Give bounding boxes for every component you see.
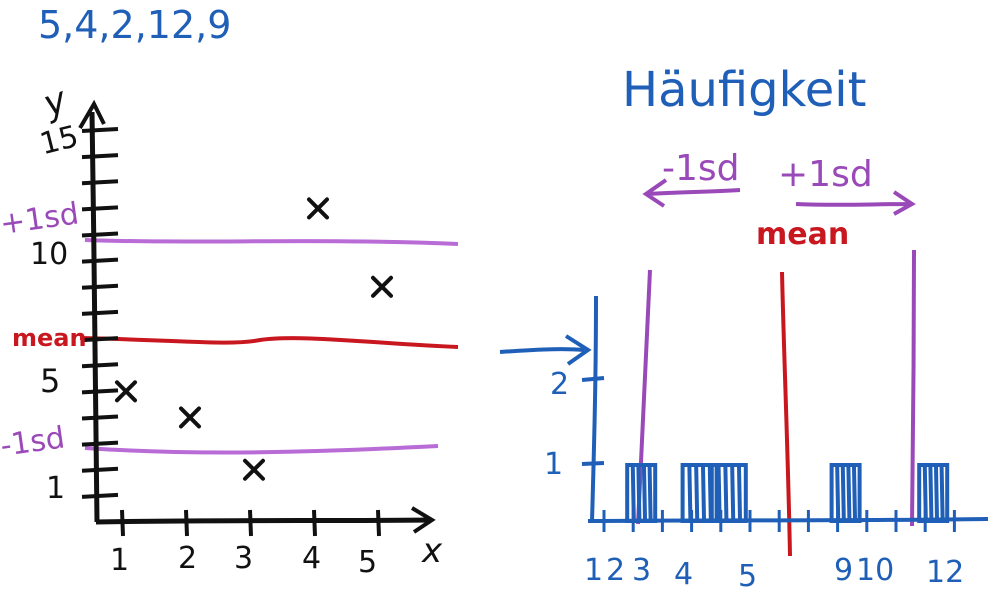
pointer-arrow [499, 334, 592, 366]
plus-sd-line [84, 238, 459, 246]
y-axis-arrow [78, 99, 106, 130]
histogram-title: Häufigkeit [622, 62, 866, 118]
histogram-bar [917, 463, 950, 523]
x-axis-arrow [410, 506, 436, 534]
hist-x-tick-label-1: 1 [584, 553, 603, 588]
y-tick-label-15: 15 [36, 119, 82, 162]
histogram-bars [625, 463, 950, 523]
histogram-bar [829, 463, 862, 523]
y-tick [81, 440, 119, 447]
x-tick-label-3: 3 [234, 541, 253, 576]
histogram-mean-label: mean [756, 217, 849, 252]
y-tick [81, 231, 119, 238]
hist-y-tick-label-1: 1 [544, 447, 563, 482]
plus-sd-arrow [795, 190, 916, 216]
scatter-point [243, 458, 265, 481]
y-tick [81, 309, 119, 316]
minus-sd-arrow [642, 178, 741, 208]
scatter-point [179, 406, 201, 429]
hist-x-tick-label-10: 10 [856, 553, 894, 588]
hist-mean-line [780, 271, 792, 557]
scatter-points [115, 197, 393, 481]
minus-sd-label: -1sd [0, 420, 67, 464]
y-tick [81, 127, 119, 133]
y-tick-label-5: 5 [40, 362, 60, 400]
y-tick-label-10: 10 [30, 237, 68, 272]
y-tick [81, 492, 119, 499]
hist-plus-sd-line [910, 249, 916, 527]
x-tick-label-1: 1 [110, 543, 129, 578]
plus-sd-arrow-label: +1sd [778, 154, 873, 195]
hist-x-tick-label-5: 5 [738, 559, 757, 594]
x-tick-label-4: 4 [302, 541, 321, 576]
y-tick [81, 257, 119, 264]
y-tick [81, 362, 119, 369]
minus-sd-line [84, 444, 439, 455]
hist-x-tick-label-9: 9 [834, 553, 853, 588]
scatter-point [115, 380, 137, 403]
y-tick [81, 388, 119, 395]
x-axis [95, 517, 431, 525]
hist-x-tick-label-12: 12 [926, 555, 964, 590]
y-tick [81, 466, 119, 473]
x-tick [312, 509, 317, 537]
hist-x-axis-ticks [602, 510, 956, 532]
plus-sd-label: +1sd [0, 196, 81, 242]
x-axis-label: x [421, 531, 443, 571]
minus-sd-arrow-label: -1sd [662, 148, 740, 189]
x-axis-ticks [120, 509, 381, 537]
mean-label: mean [12, 324, 87, 352]
y-tick [81, 336, 119, 343]
y-tick [81, 414, 119, 421]
y-tick [81, 179, 119, 186]
y-axis [89, 111, 100, 523]
x-tick [120, 509, 125, 537]
values-label: 5,4,2,12,9 [38, 3, 231, 47]
y-tick [81, 153, 119, 160]
hist-x-tick-label-2: 2 [606, 553, 625, 588]
hist-y-tick-label-2: 2 [550, 367, 569, 402]
scatter-plot: y x 15 10 5 1 1 2 3 4 5 +1sd mean -1sd [0, 79, 459, 580]
scatter-point [307, 197, 329, 220]
x-tick [184, 509, 189, 537]
hist-y-axis [590, 295, 598, 523]
x-tick-label-2: 2 [178, 541, 197, 576]
histogram: Häufigkeit -1sd +1sd mean 2 1 1 2 3 4 5 … [499, 62, 989, 594]
hist-x-tick-label-3: 3 [632, 553, 651, 588]
hist-y-tick-1 [581, 461, 605, 466]
hist-y-tick-2 [581, 376, 605, 382]
x-tick [376, 509, 381, 537]
scatter-point [371, 275, 393, 298]
y-axis-ticks [81, 127, 119, 499]
y-tick [81, 205, 119, 212]
y-axis-label: y [37, 79, 73, 125]
hist-x-tick-label-4: 4 [674, 557, 693, 592]
y-tick-label-1: 1 [46, 471, 65, 506]
mean-line [79, 336, 459, 349]
x-tick [248, 509, 253, 537]
y-tick [81, 283, 119, 290]
x-tick-label-5: 5 [358, 545, 377, 580]
